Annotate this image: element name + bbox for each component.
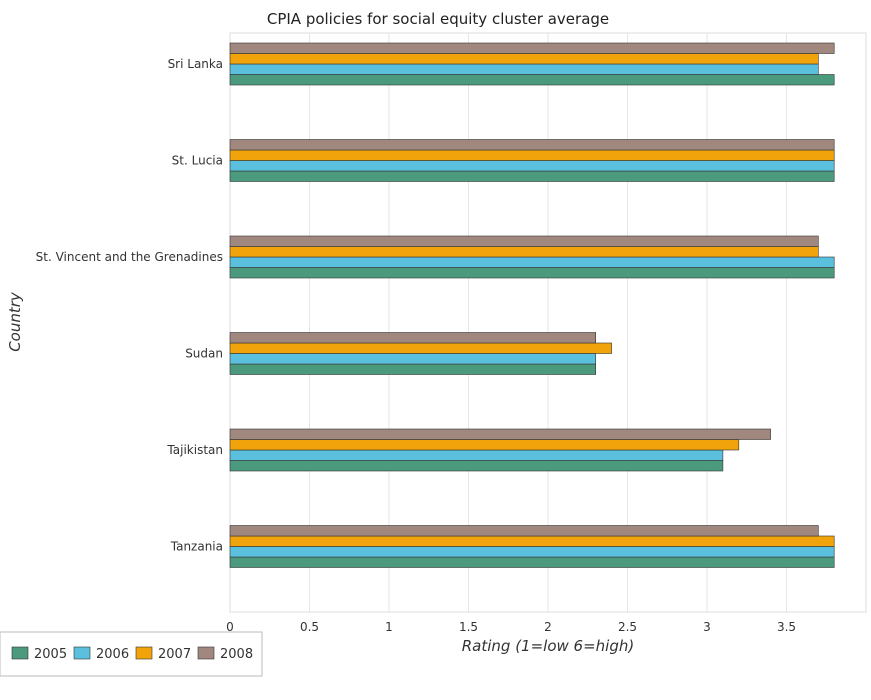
bars [229,42,835,568]
bar-2005-st-lucia [229,170,835,182]
bar-2006-st-lucia [229,160,835,172]
bar-2007-sudan [229,342,612,354]
bar-2005-sudan [229,363,597,375]
x-tick-label: 1 [385,620,393,634]
bar-2005-tanzania [229,556,835,568]
plot-frame [229,32,867,613]
y-tick-label: Sri Lanka [168,57,223,71]
x-axis-label: Rating (1=low 6=high) [462,637,634,655]
y-tick-label: Tanzania [170,540,223,554]
bar-2005-sri-lanka [229,74,835,86]
legend-swatch [73,646,91,660]
y-tick-labels: Sri Lanka St. Lucia St. Vincent and the Gr… [36,57,223,554]
bar-2006-sudan [229,353,597,365]
x-tick-label: 3 [703,620,711,634]
bar-2008-st-lucia [229,139,835,151]
x-tick-label: 0 [226,620,234,634]
x-tick-labels: 0 0.5 1 1.5 2 2.5 3 3.5 [226,620,796,634]
x-tick-label: 1.5 [459,620,478,634]
bar-2007-st-lucia [229,149,835,161]
y-tick-label: St. Vincent and the Grenadines [36,250,223,264]
legend-label: 2007 [158,647,191,662]
legend-swatch [11,646,29,660]
y-axis-label: Country [6,291,24,352]
legend-swatch [197,646,215,660]
grid [229,33,787,612]
bar-2008-st-vincent-and-the-grenadines [229,235,819,247]
y-tick-label: Sudan [185,347,223,361]
bar-2008-tanzania [229,525,819,537]
x-tick-label: 3.5 [777,620,796,634]
bar-2007-tanzania [229,535,835,547]
bar-2007-tajikistan [229,439,740,451]
chart-title: CPIA policies for social equity cluster … [267,10,609,28]
legend-swatch [135,646,153,660]
x-tick-label: 0.5 [300,620,319,634]
bar-2006-tajikistan [229,449,724,461]
bar-2008-tajikistan [229,428,771,440]
legend: 2005 2006 2007 2008 [0,631,263,677]
legend-label: 2006 [96,647,129,662]
bar-2005-st-vincent-and-the-grenadines [229,267,835,279]
bar-2006-sri-lanka [229,63,819,75]
bar-2007-st-vincent-and-the-grenadines [229,246,819,258]
y-tick-label: St. Lucia [172,154,223,168]
x-tick-label: 2.5 [618,620,637,634]
legend-box [0,631,263,677]
bar-2005-tajikistan [229,460,724,472]
bar-2008-sri-lanka [229,42,835,54]
bar-2007-sri-lanka [229,53,819,65]
bar-2008-sudan [229,332,597,344]
bar-2006-tanzania [229,546,835,558]
legend-label: 2005 [34,647,67,662]
bar-2006-st-vincent-and-the-grenadines [229,256,835,268]
y-tick-label: Tajikistan [166,443,223,457]
legend-label: 2008 [220,647,253,662]
x-tick-label: 2 [544,620,552,634]
